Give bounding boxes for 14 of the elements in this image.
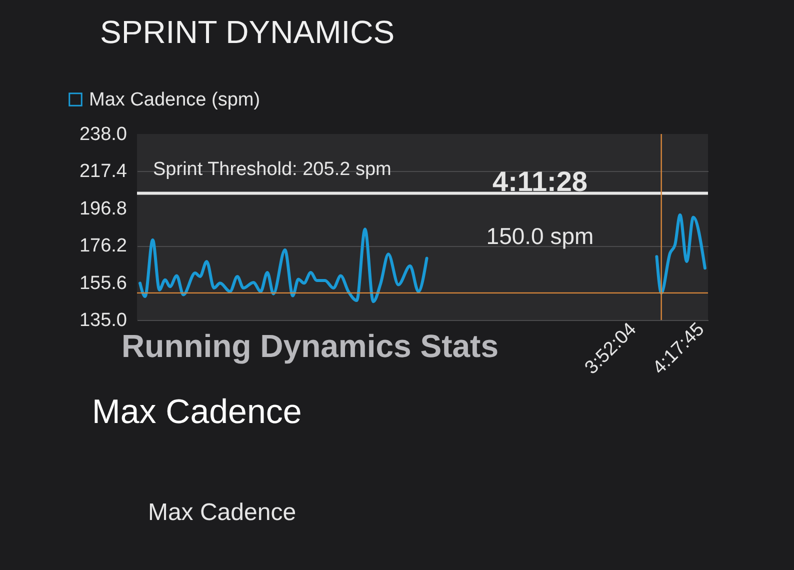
chart-title: SPRINT DYNAMICS: [100, 14, 395, 50]
annotation: 150.0 spm: [486, 223, 594, 249]
y-tick-label: 176.2: [79, 236, 127, 257]
y-tick-label: 238.0: [79, 124, 127, 145]
legend-label: Max Cadence (spm): [89, 90, 260, 110]
y-tick-label: 196.8: [79, 198, 127, 220]
text: Max Cadence: [148, 499, 296, 526]
ref-line-label: Sprint Threshold: 205.2 spm: [153, 159, 392, 180]
y-tick-label: 135.0: [79, 310, 127, 331]
y-tick-label: 155.6: [79, 272, 127, 294]
text: Running Dynamics Stats: [122, 328, 498, 364]
text: Max Cadence: [92, 393, 302, 431]
y-tick-label: 217.4: [79, 161, 128, 182]
annotation: 4:11:28: [492, 166, 588, 197]
